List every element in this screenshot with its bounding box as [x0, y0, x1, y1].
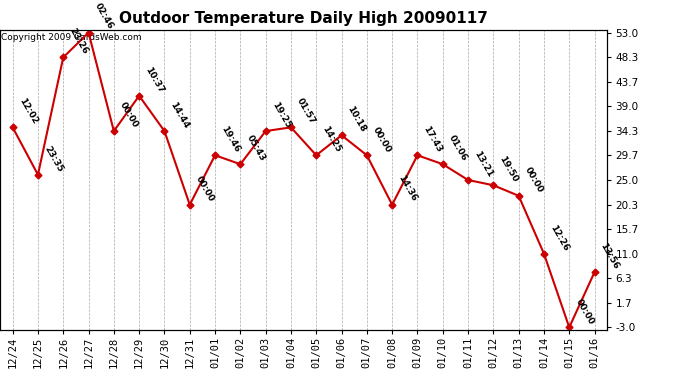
Text: 17:43: 17:43 — [422, 124, 444, 154]
Text: 19:46: 19:46 — [219, 124, 242, 154]
Text: 13:56: 13:56 — [599, 242, 621, 271]
Text: 01:57: 01:57 — [295, 97, 317, 126]
Text: 14:36: 14:36 — [396, 174, 419, 203]
Text: 13:21: 13:21 — [472, 149, 494, 178]
Text: 12:26: 12:26 — [548, 223, 570, 252]
Text: 00:00: 00:00 — [371, 125, 393, 154]
Text: 01:06: 01:06 — [447, 134, 469, 163]
Text: 05:43: 05:43 — [244, 134, 266, 163]
Text: 10:37: 10:37 — [144, 65, 166, 94]
Text: 00:00: 00:00 — [194, 174, 216, 203]
Text: 14:25: 14:25 — [320, 124, 343, 154]
Text: 19:50: 19:50 — [497, 154, 520, 184]
Text: 19:25: 19:25 — [270, 100, 292, 130]
Text: 12:02: 12:02 — [17, 97, 39, 126]
Text: 00:00: 00:00 — [573, 297, 595, 326]
Text: 23:35: 23:35 — [42, 144, 64, 173]
Text: Copyright 2009 CardsWeb.com: Copyright 2009 CardsWeb.com — [1, 33, 142, 42]
Text: Outdoor Temperature Daily High 20090117: Outdoor Temperature Daily High 20090117 — [119, 11, 488, 26]
Text: 00:00: 00:00 — [118, 101, 140, 130]
Text: 00:00: 00:00 — [523, 165, 544, 194]
Text: 10:18: 10:18 — [346, 105, 368, 134]
Text: 02:46: 02:46 — [92, 2, 115, 31]
Text: 23:26: 23:26 — [68, 27, 90, 56]
Text: 14:44: 14:44 — [168, 100, 191, 130]
